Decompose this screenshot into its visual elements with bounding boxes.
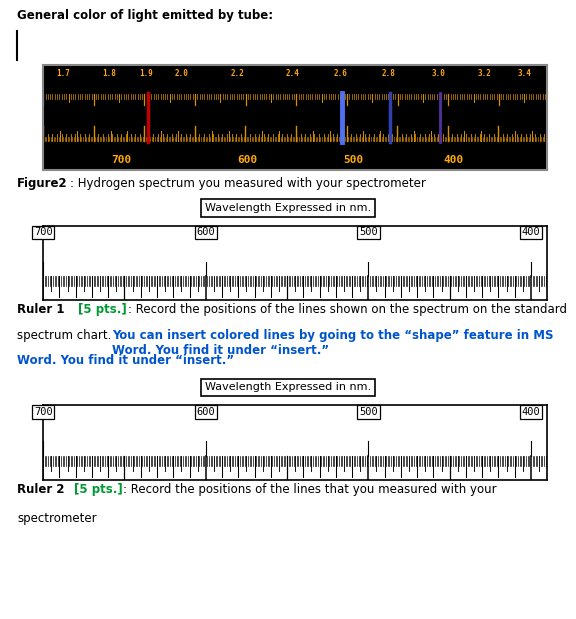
Text: 400: 400: [521, 227, 540, 238]
Text: General color of light emitted by tube:: General color of light emitted by tube:: [17, 9, 274, 22]
Text: 600: 600: [196, 407, 215, 417]
Text: 2.8: 2.8: [381, 69, 395, 78]
Text: Wavelength Expressed in nm.: Wavelength Expressed in nm.: [205, 383, 371, 392]
Text: 2.0: 2.0: [175, 69, 189, 78]
Text: spectrum chart.: spectrum chart.: [17, 329, 115, 342]
Text: [5 pts.]: [5 pts.]: [74, 483, 123, 496]
Text: 3.2: 3.2: [478, 69, 491, 78]
Text: 500: 500: [359, 227, 378, 238]
Text: 3.4: 3.4: [518, 69, 532, 78]
Text: : Hydrogen spectrum you measured with your spectrometer: : Hydrogen spectrum you measured with yo…: [70, 176, 426, 190]
Text: 700: 700: [111, 155, 131, 165]
Text: 1.9: 1.9: [139, 69, 153, 78]
Text: 400: 400: [521, 407, 540, 417]
Text: 400: 400: [444, 155, 464, 165]
Text: Word. You find it under “insert.”: Word. You find it under “insert.”: [17, 354, 234, 367]
Text: 2.2: 2.2: [230, 69, 244, 78]
Text: 500: 500: [343, 155, 363, 165]
Text: 600: 600: [237, 155, 257, 165]
Text: 3.0: 3.0: [432, 69, 446, 78]
Text: 1.7: 1.7: [56, 69, 70, 78]
Text: : Record the positions of the lines shown on the spectrum on the standard: : Record the positions of the lines show…: [128, 303, 567, 316]
Text: 2.6: 2.6: [334, 69, 347, 78]
Text: 600: 600: [196, 227, 215, 238]
Text: : Record the positions of the lines that you measured with your: : Record the positions of the lines that…: [123, 483, 497, 496]
Text: [5 pts.]: [5 pts.]: [78, 303, 127, 316]
Text: You can insert colored lines by going to the “shape” feature in MS Word. You fin: You can insert colored lines by going to…: [112, 329, 554, 357]
Text: 1.8: 1.8: [102, 69, 116, 78]
Text: 500: 500: [359, 407, 378, 417]
Text: Ruler 2: Ruler 2: [17, 483, 69, 496]
Text: Ruler 1: Ruler 1: [17, 303, 65, 316]
Text: 2.4: 2.4: [286, 69, 300, 78]
Text: 700: 700: [34, 407, 52, 417]
Text: Figure2: Figure2: [17, 176, 68, 190]
Text: 700: 700: [34, 227, 52, 238]
Text: Wavelength Expressed in nm.: Wavelength Expressed in nm.: [205, 203, 371, 213]
Text: spectrometer: spectrometer: [17, 512, 97, 525]
